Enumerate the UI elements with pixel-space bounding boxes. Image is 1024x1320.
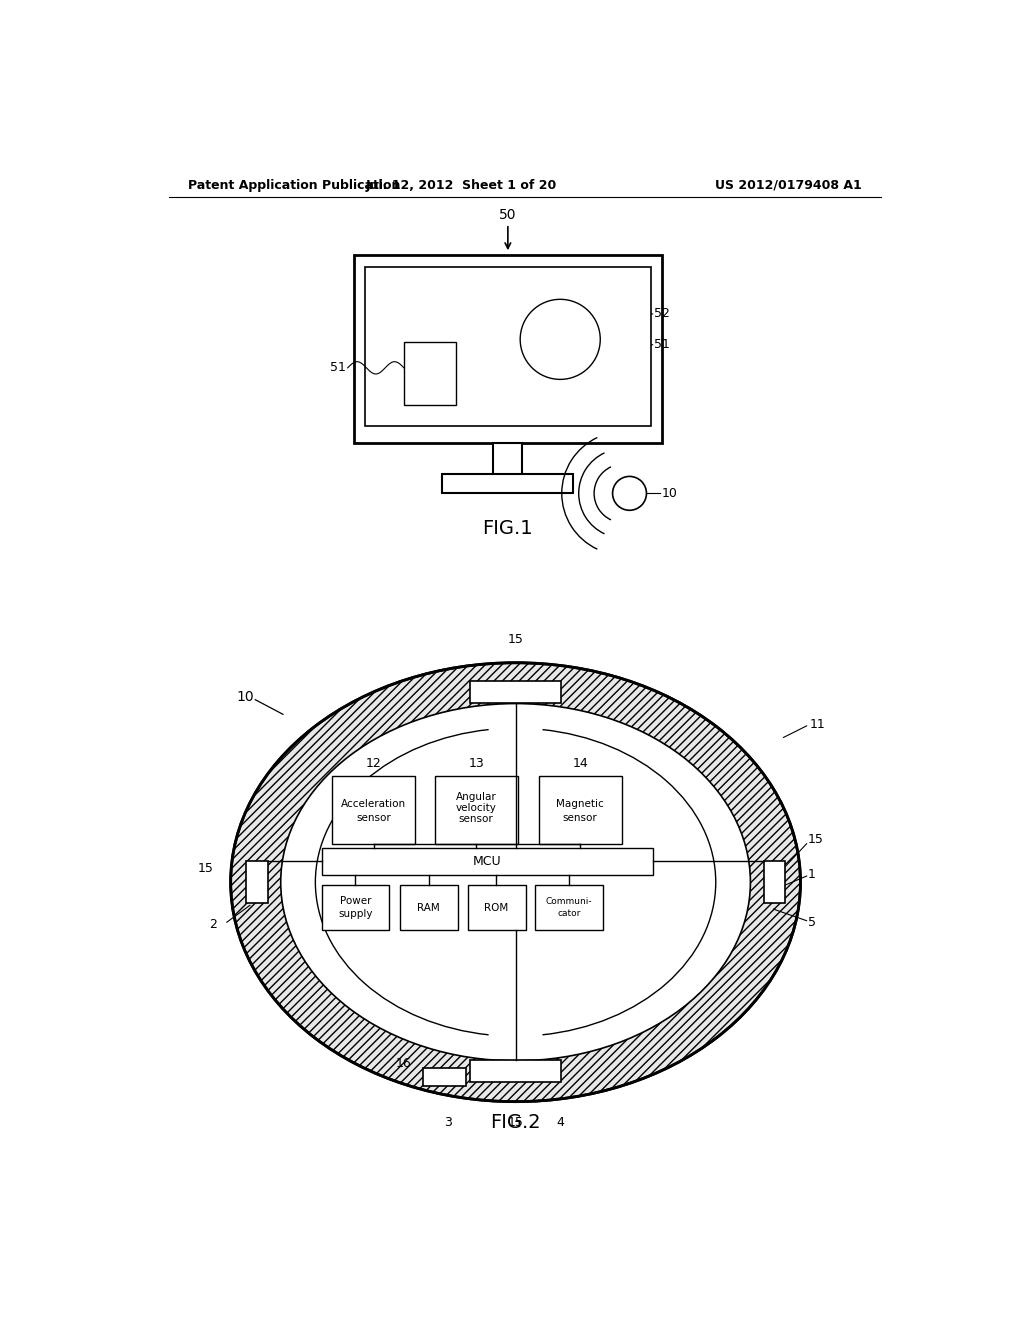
Text: Communi-: Communi- <box>546 898 592 906</box>
Text: 52: 52 <box>654 308 670 321</box>
Text: supply: supply <box>338 908 373 919</box>
Text: 14: 14 <box>572 756 588 770</box>
Text: Angular: Angular <box>456 792 497 803</box>
FancyBboxPatch shape <box>539 776 622 843</box>
FancyBboxPatch shape <box>423 1068 466 1086</box>
Text: 51: 51 <box>654 338 670 351</box>
Text: 2: 2 <box>209 917 217 931</box>
FancyBboxPatch shape <box>403 342 457 405</box>
Text: sensor: sensor <box>563 813 598 822</box>
Text: 10: 10 <box>662 487 678 500</box>
Text: 1: 1 <box>808 869 816 880</box>
Text: Acceleration: Acceleration <box>341 799 407 809</box>
FancyBboxPatch shape <box>470 681 561 702</box>
FancyBboxPatch shape <box>494 444 522 475</box>
Text: 3: 3 <box>443 1115 452 1129</box>
Text: 5: 5 <box>808 916 816 929</box>
Text: 13: 13 <box>468 756 484 770</box>
Circle shape <box>520 300 600 379</box>
FancyBboxPatch shape <box>354 255 662 444</box>
FancyBboxPatch shape <box>365 267 651 426</box>
Text: cator: cator <box>557 909 581 919</box>
FancyBboxPatch shape <box>322 847 652 875</box>
Text: ROM: ROM <box>484 903 509 912</box>
Text: Jul. 12, 2012  Sheet 1 of 20: Jul. 12, 2012 Sheet 1 of 20 <box>366 178 557 191</box>
FancyBboxPatch shape <box>468 886 525 929</box>
Ellipse shape <box>230 663 801 1102</box>
Text: 15: 15 <box>198 862 214 875</box>
FancyBboxPatch shape <box>400 886 458 929</box>
FancyBboxPatch shape <box>470 1060 561 1081</box>
Text: 11: 11 <box>810 718 825 731</box>
Text: 15: 15 <box>508 1115 523 1129</box>
Text: 50: 50 <box>499 207 517 222</box>
Text: sensor: sensor <box>356 813 391 822</box>
Ellipse shape <box>281 704 751 1061</box>
Text: 12: 12 <box>366 756 382 770</box>
Text: velocity: velocity <box>456 804 497 813</box>
FancyBboxPatch shape <box>764 861 785 903</box>
Text: 51: 51 <box>331 362 346 375</box>
Text: 16: 16 <box>396 1056 412 1069</box>
FancyBboxPatch shape <box>246 861 267 903</box>
Text: 15: 15 <box>508 632 523 645</box>
Text: MCU: MCU <box>473 855 502 869</box>
Text: FIG.2: FIG.2 <box>490 1113 541 1133</box>
Circle shape <box>612 477 646 511</box>
Text: FIG.1: FIG.1 <box>482 519 534 537</box>
FancyBboxPatch shape <box>435 776 518 843</box>
FancyBboxPatch shape <box>442 474 573 494</box>
Text: 4: 4 <box>556 1115 564 1129</box>
Text: sensor: sensor <box>459 814 494 824</box>
Text: US 2012/0179408 A1: US 2012/0179408 A1 <box>716 178 862 191</box>
Text: Power: Power <box>340 896 371 907</box>
Text: Magnetic: Magnetic <box>556 799 604 809</box>
Text: 10: 10 <box>237 690 254 705</box>
Text: 15: 15 <box>808 833 824 846</box>
Text: Patent Application Publication: Patent Application Publication <box>188 178 400 191</box>
FancyBboxPatch shape <box>535 886 602 929</box>
Text: RAM: RAM <box>417 903 440 912</box>
FancyBboxPatch shape <box>333 776 416 843</box>
FancyBboxPatch shape <box>322 886 389 929</box>
